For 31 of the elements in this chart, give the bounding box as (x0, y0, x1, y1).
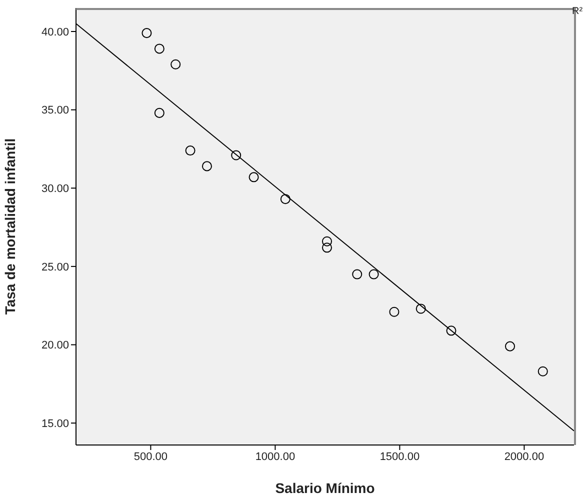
point (185, 146, 196, 156)
point (538, 366, 548, 376)
point (416, 304, 426, 314)
y-tick-label: 25.00 (41, 261, 69, 274)
point (389, 306, 400, 317)
y-tick-label: 40.00 (41, 26, 69, 38)
x-tick-label: 1500.00 (380, 450, 420, 463)
point (142, 28, 152, 38)
point (231, 150, 242, 160)
y-tick-label: 20.00 (41, 340, 69, 352)
x-tick-label: 1000.00 (255, 450, 296, 463)
y-tick-label: 35.00 (41, 104, 69, 117)
point (154, 108, 164, 118)
point (322, 242, 332, 253)
point (154, 44, 164, 54)
point (280, 194, 290, 204)
x-tick-label: 2000.00 (504, 450, 544, 463)
point (368, 269, 379, 280)
point (352, 269, 362, 280)
point (504, 341, 516, 352)
point (202, 161, 212, 172)
point (170, 59, 181, 70)
y-tick-label: 15.00 (41, 418, 69, 430)
x-tick-label: 500.00 (134, 450, 168, 463)
point (446, 326, 456, 336)
x-axis-title: Salario Mínimo (275, 480, 375, 495)
y-tick-label: 30.00 (41, 183, 69, 196)
point (322, 236, 332, 246)
annotation: R² (572, 6, 583, 17)
y-axis-title: Tasa de mortalidad infantil (2, 138, 18, 315)
point (248, 172, 259, 182)
